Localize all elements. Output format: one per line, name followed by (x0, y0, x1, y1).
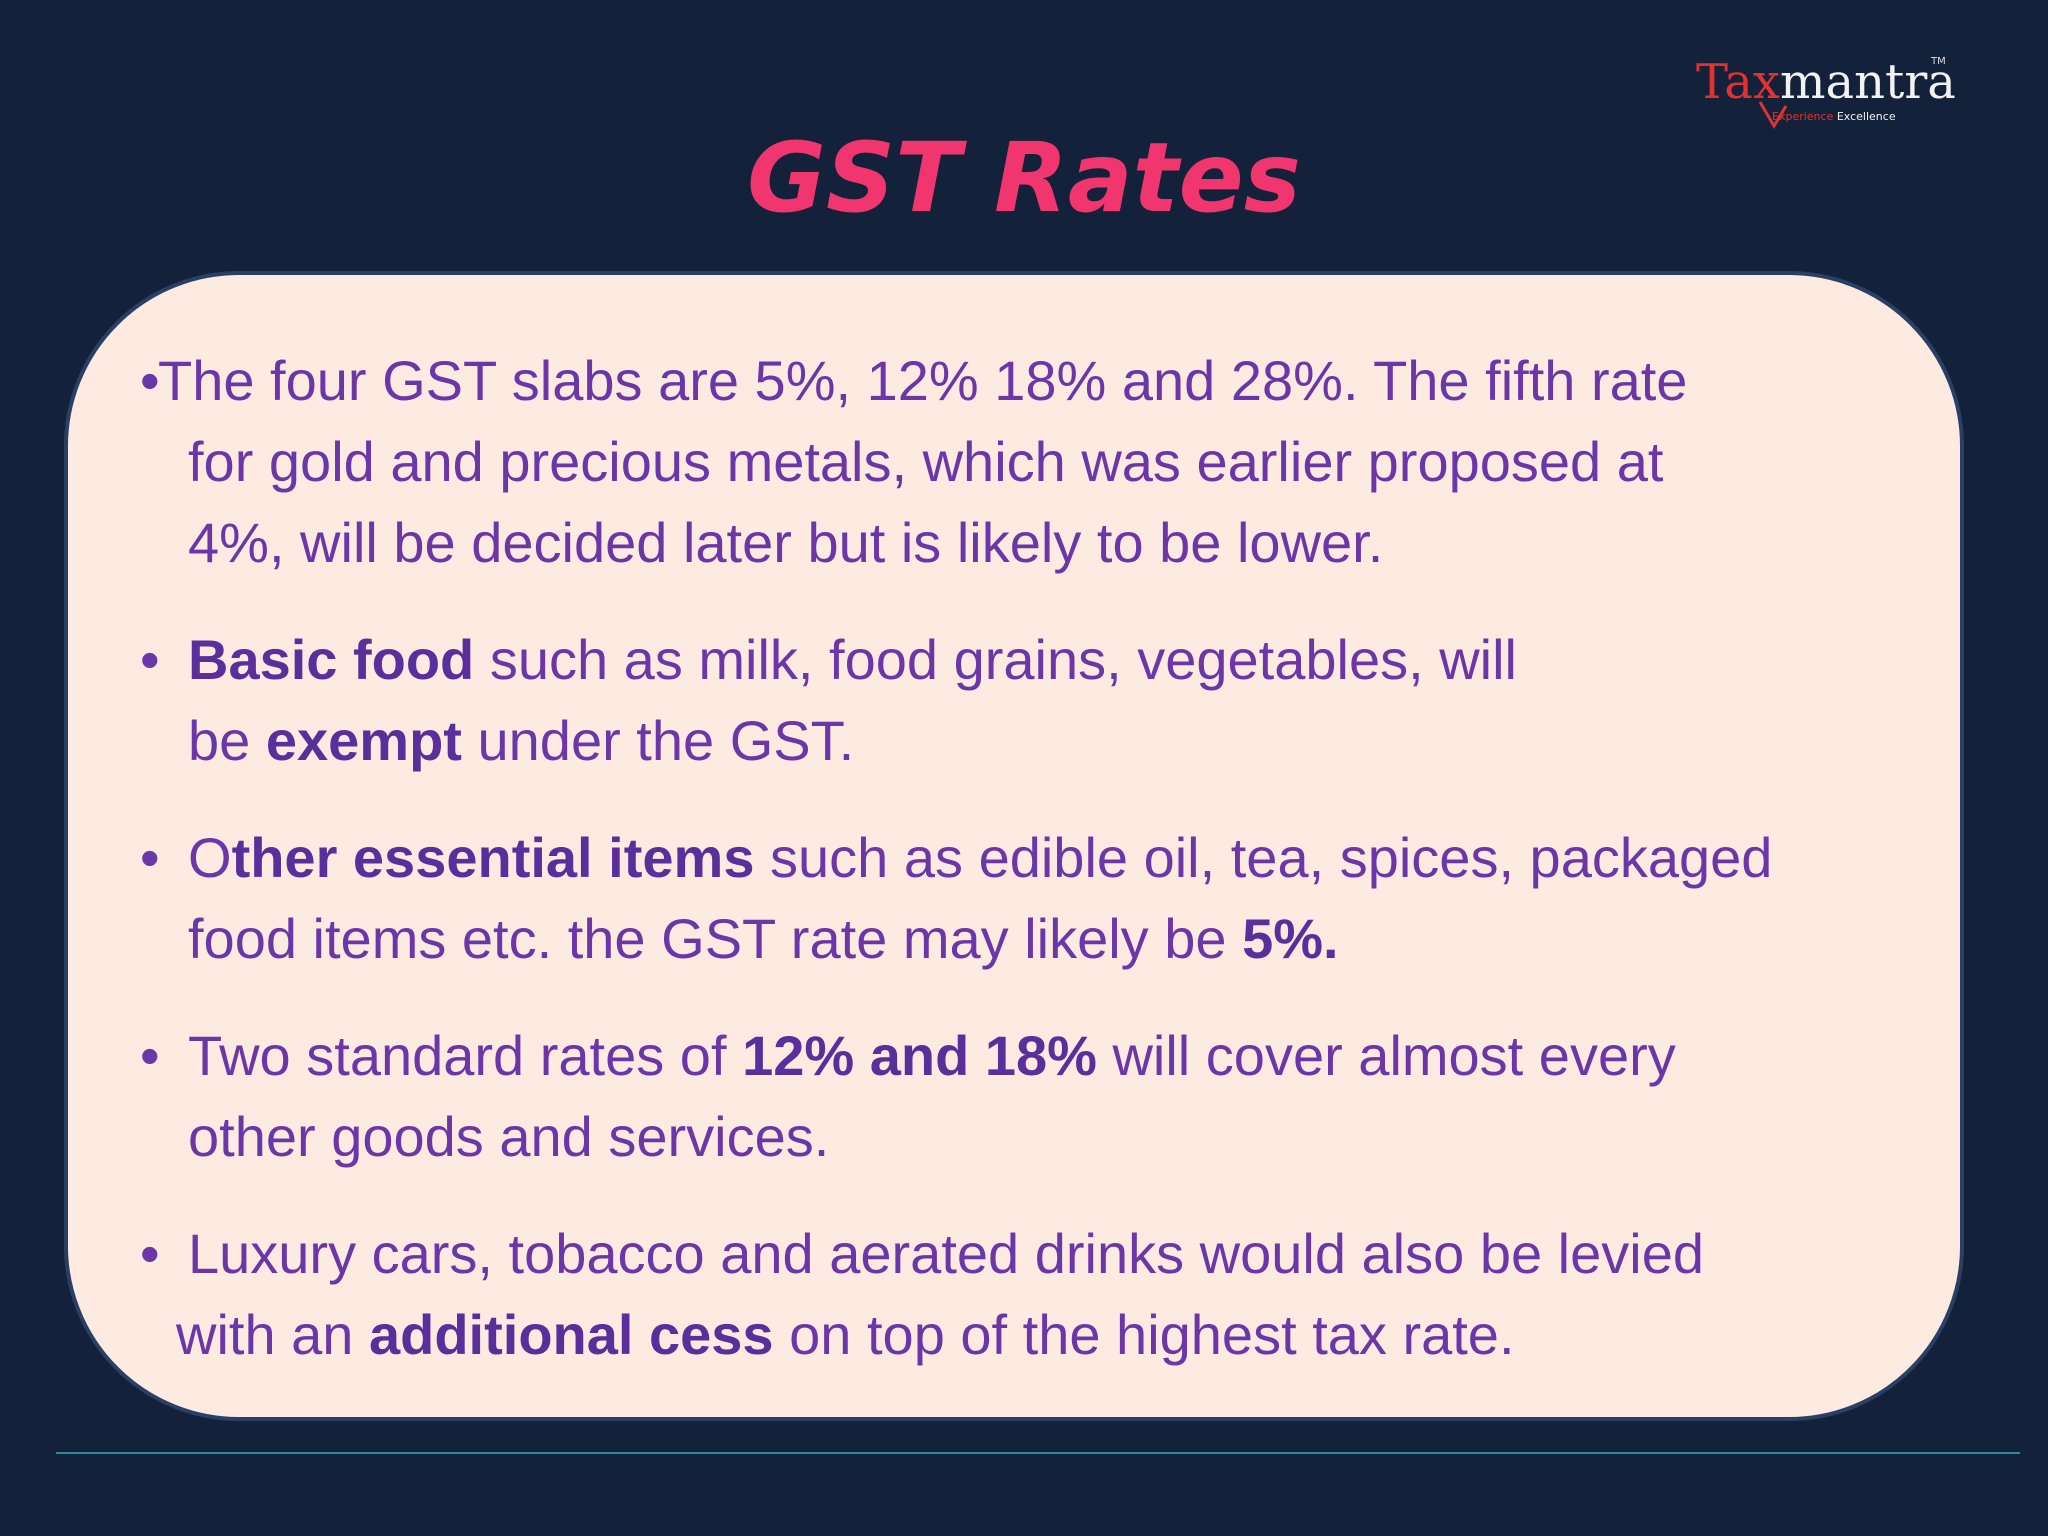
bullet-line: Other essential items such as edible oil… (188, 817, 1918, 898)
bullet-luxury-cess: • Luxury cars, tobacco and aerated drink… (138, 1213, 1918, 1375)
content-panel (64, 271, 1964, 1421)
bullet-text: food items etc. the GST rate may likely … (188, 907, 1243, 970)
bullet-emphasis: additional cess (369, 1303, 774, 1366)
bullet-text: on top of the highest tax rate. (773, 1303, 1515, 1366)
bullet-text: 4%, will be decided later but is likely … (188, 511, 1384, 574)
bullet-text: for gold and precious metals, which was … (188, 430, 1664, 493)
bullet-essential-items: • Other essential items such as edible o… (138, 817, 1918, 979)
bullet-text: Luxury cars, tobacco and aerated drinks … (188, 1222, 1704, 1285)
logo-tagline-excellence: Excellence (1836, 110, 1896, 123)
logo-tagline: Experience Excellence (1772, 110, 1896, 123)
bullet-list: • The four GST slabs are 5%, 12% 18% and… (138, 340, 1918, 1411)
bullet-text: such as milk, food grains, vegetables, w… (474, 628, 1517, 691)
bullet-emphasis: ther essential items (231, 826, 755, 889)
bullet-text: Two standard rates of (188, 1024, 743, 1087)
bullet-gst-slabs: • The four GST slabs are 5%, 12% 18% and… (138, 340, 1918, 583)
bullet-text: under the GST. (461, 709, 855, 772)
bullet-marker: • (140, 349, 160, 412)
bullet-text: be (188, 709, 266, 772)
bullet-line: Basic food such as milk, food grains, ve… (188, 619, 1918, 700)
bullet-line: food items etc. the GST rate may likely … (188, 898, 1918, 979)
bullet-marker: • (140, 1222, 160, 1285)
logo-part-mantra: mantra (1779, 54, 1956, 110)
bullet-line: Two standard rates of 12% and 18% will c… (188, 1015, 1918, 1096)
bullet-marker: • (140, 628, 160, 691)
bullet-standard-rates: • Two standard rates of 12% and 18% will… (138, 1015, 1918, 1177)
footer-divider (56, 1452, 2020, 1454)
bullet-marker: • (140, 1024, 160, 1087)
bullet-emphasis: exempt (265, 709, 462, 772)
bullet-line: be exempt under the GST. (188, 700, 1918, 781)
logo-tagline-experience: Experience (1772, 110, 1834, 123)
bullet-text: The four GST slabs are 5%, 12% 18% and 2… (158, 349, 1688, 412)
logo-trademark: TM (1931, 56, 1946, 67)
bullet-marker: • (140, 826, 160, 889)
logo-swoosh-icon (1758, 101, 1788, 129)
bullet-text: such as edible oil, tea, spices, package… (754, 826, 1773, 889)
bullet-basic-food: • Basic food such as milk, food grains, … (138, 619, 1918, 781)
slide-title: GST Rates (747, 122, 1301, 234)
logo-part-tax: Tax (1696, 54, 1780, 110)
bullet-text: will cover almost every (1096, 1024, 1676, 1087)
bullet-text: with an (176, 1303, 369, 1366)
bullet-line: with an additional cess on top of the hi… (176, 1294, 1918, 1375)
bullet-emphasis: 12% and 18% (742, 1024, 1097, 1087)
bullet-text: O (188, 826, 232, 889)
bullet-emphasis: Basic food (188, 628, 475, 691)
bullet-emphasis: 5%. (1242, 907, 1339, 970)
taxmantra-logo: Taxmantra TM Experience Excellence (1696, 52, 1996, 132)
bullet-text: other goods and services. (188, 1105, 830, 1168)
logo-wordmark: Taxmantra (1696, 52, 1956, 112)
